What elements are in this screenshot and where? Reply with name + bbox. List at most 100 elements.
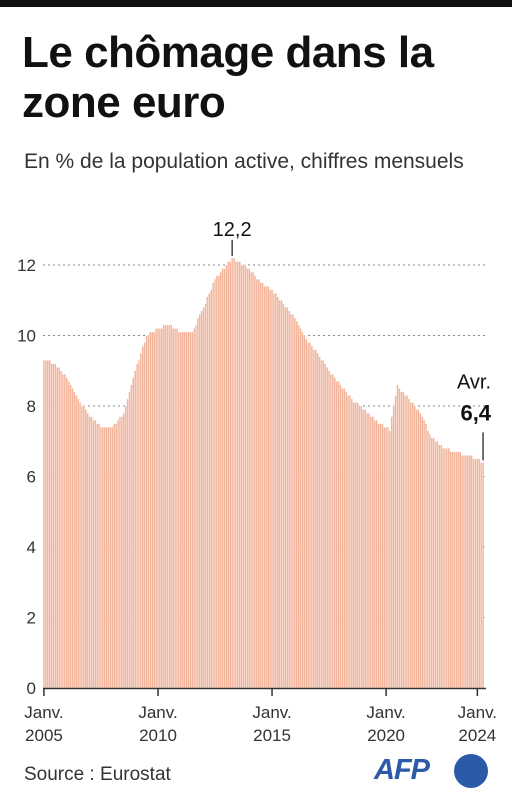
bar bbox=[282, 303, 285, 689]
bar bbox=[365, 412, 369, 689]
x-tick-label: 2015 bbox=[253, 726, 291, 745]
bar bbox=[143, 342, 146, 689]
bar bbox=[246, 268, 249, 689]
bar bbox=[71, 388, 74, 689]
bar bbox=[386, 426, 390, 689]
bar bbox=[432, 437, 435, 689]
bar bbox=[333, 377, 336, 689]
annotations: 12,2 Avr. 6,4 bbox=[213, 219, 492, 461]
bar bbox=[219, 271, 222, 689]
bar bbox=[373, 419, 376, 689]
bar bbox=[257, 278, 260, 689]
bar bbox=[94, 419, 97, 689]
bar bbox=[261, 282, 264, 689]
bar bbox=[403, 395, 407, 689]
bar bbox=[331, 374, 335, 689]
bar bbox=[115, 423, 118, 689]
bar bbox=[402, 391, 405, 689]
bar bbox=[337, 381, 340, 689]
bar bbox=[274, 293, 277, 689]
bar bbox=[278, 300, 281, 689]
chart-title: Le chômage dans la zone euro bbox=[22, 28, 434, 127]
bar bbox=[242, 264, 245, 689]
bar bbox=[434, 441, 437, 689]
bar bbox=[44, 360, 47, 689]
bar bbox=[50, 363, 53, 689]
bar bbox=[103, 426, 106, 689]
y-tick-label-12: 12 bbox=[17, 256, 36, 275]
bar bbox=[248, 268, 251, 689]
bar bbox=[411, 402, 414, 689]
bar bbox=[198, 314, 201, 689]
bar bbox=[312, 349, 315, 689]
source-note: Source : Eurostat bbox=[24, 764, 171, 785]
bar bbox=[105, 426, 108, 689]
bar bbox=[116, 419, 120, 689]
bar bbox=[168, 324, 171, 689]
bar bbox=[362, 409, 365, 689]
last-month-label: Avr. bbox=[457, 371, 491, 393]
bar bbox=[208, 293, 211, 689]
bar bbox=[63, 374, 66, 689]
bar bbox=[77, 398, 80, 689]
bar bbox=[172, 328, 175, 689]
bar bbox=[457, 451, 460, 689]
bar bbox=[99, 426, 103, 689]
bar bbox=[244, 264, 247, 689]
bar bbox=[227, 261, 230, 689]
bar bbox=[221, 268, 224, 689]
bar bbox=[177, 331, 181, 689]
bar bbox=[128, 391, 131, 689]
bar bbox=[206, 296, 209, 689]
bar bbox=[291, 314, 295, 689]
bar bbox=[52, 363, 55, 689]
bar bbox=[472, 458, 475, 689]
bar bbox=[126, 398, 129, 689]
bar bbox=[107, 426, 110, 689]
bar bbox=[276, 296, 279, 689]
bar bbox=[225, 264, 228, 689]
bar bbox=[153, 331, 156, 689]
bar bbox=[297, 324, 300, 689]
afp-logo-text: AFP bbox=[374, 754, 430, 786]
bar bbox=[421, 416, 424, 689]
bar bbox=[229, 261, 232, 689]
bar bbox=[137, 360, 141, 689]
bar bbox=[480, 462, 483, 689]
bar bbox=[269, 289, 272, 689]
bar bbox=[407, 398, 411, 689]
bar bbox=[69, 384, 72, 689]
bar bbox=[468, 455, 471, 689]
bar bbox=[270, 289, 274, 689]
bar bbox=[310, 345, 314, 689]
bar bbox=[314, 349, 317, 689]
bar bbox=[447, 448, 450, 689]
bar bbox=[384, 426, 388, 689]
bar bbox=[48, 360, 51, 689]
bar bbox=[453, 451, 456, 689]
y-tick-label-6: 6 bbox=[27, 468, 36, 487]
bar bbox=[156, 328, 160, 689]
bar bbox=[371, 416, 374, 689]
bar bbox=[46, 360, 49, 689]
bar bbox=[422, 419, 426, 689]
top-rule bbox=[0, 0, 512, 7]
bar bbox=[470, 455, 473, 689]
bar bbox=[438, 444, 441, 689]
bar bbox=[160, 328, 163, 689]
bar bbox=[352, 402, 355, 689]
bar bbox=[109, 426, 112, 689]
bar bbox=[185, 331, 188, 689]
bar bbox=[202, 307, 205, 689]
bar bbox=[96, 423, 99, 689]
y-tick-label-8: 8 bbox=[27, 397, 36, 416]
bar bbox=[196, 317, 200, 689]
bar bbox=[141, 345, 144, 689]
bar bbox=[232, 257, 236, 689]
bar bbox=[326, 367, 329, 689]
bar bbox=[308, 342, 312, 689]
bar bbox=[424, 423, 428, 689]
bar bbox=[92, 419, 95, 689]
bar bbox=[238, 261, 241, 689]
